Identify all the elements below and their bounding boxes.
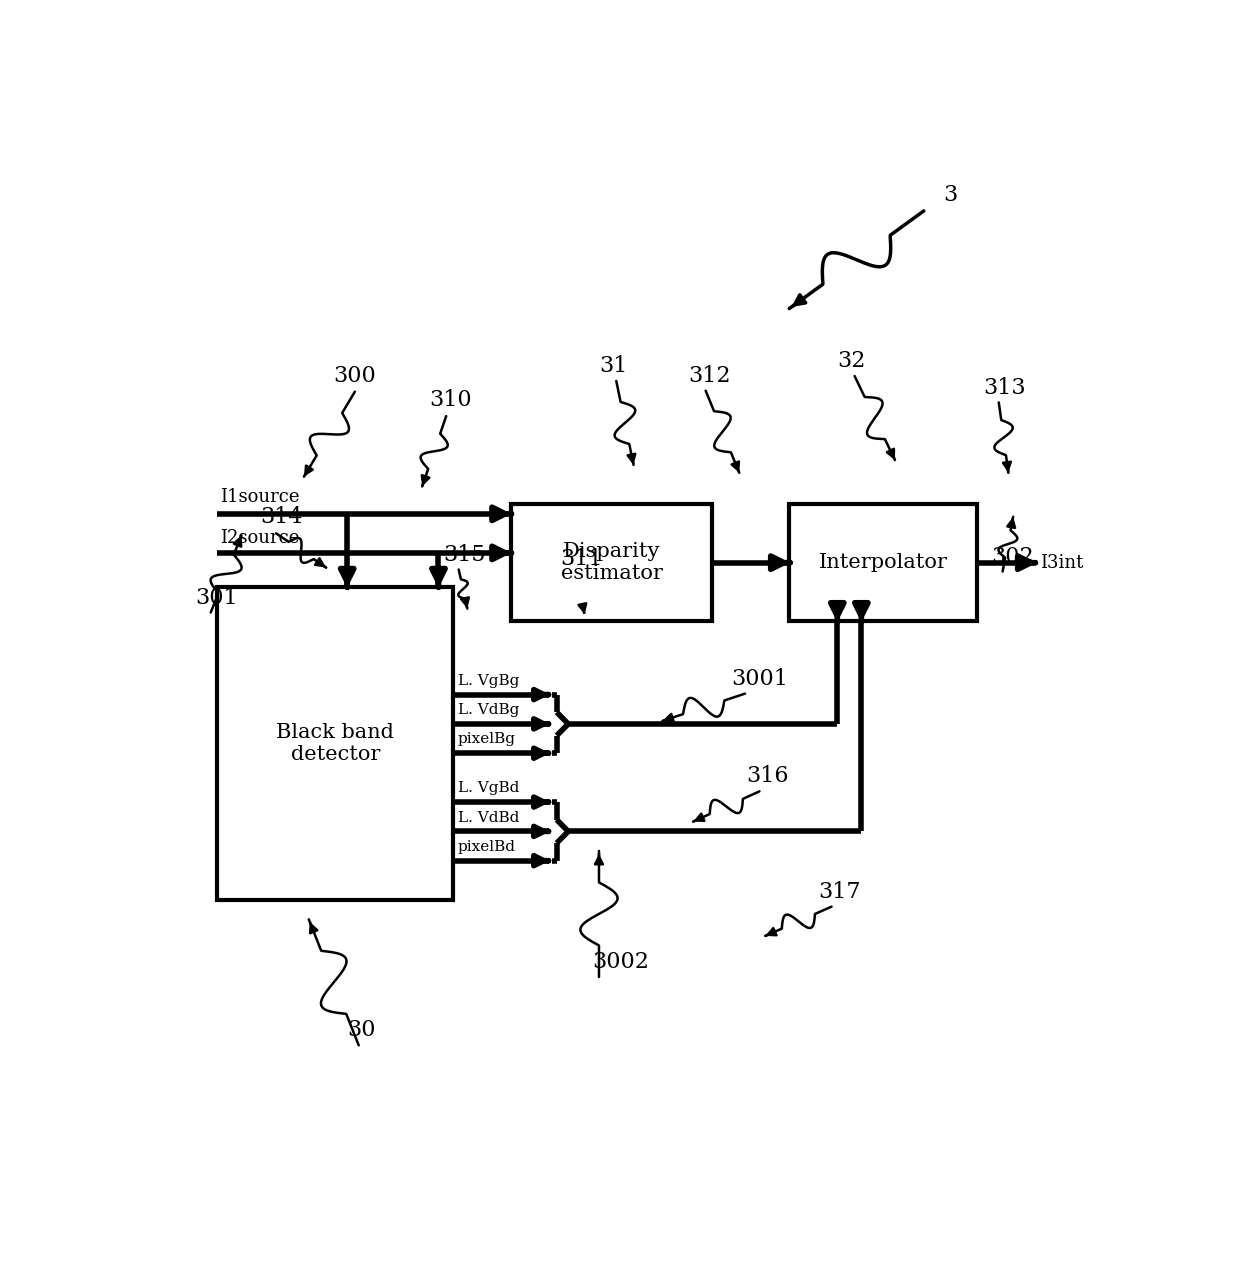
- Text: L. VgBd: L. VgBd: [458, 782, 520, 796]
- Text: I1source: I1source: [221, 489, 300, 506]
- Text: 30: 30: [347, 1019, 376, 1042]
- Text: L. VgBg: L. VgBg: [458, 674, 520, 688]
- Text: 315: 315: [444, 543, 486, 566]
- Text: 313: 313: [983, 377, 1025, 398]
- Text: Black band
detector: Black band detector: [277, 723, 394, 764]
- Text: 314: 314: [260, 506, 304, 528]
- FancyBboxPatch shape: [511, 504, 712, 622]
- Text: L. VdBg: L. VdBg: [458, 703, 520, 717]
- Text: 317: 317: [818, 881, 861, 902]
- Text: I2source: I2source: [221, 529, 300, 547]
- Text: 300: 300: [332, 364, 376, 387]
- Text: 301: 301: [196, 586, 238, 609]
- Text: 3002: 3002: [593, 950, 649, 973]
- FancyBboxPatch shape: [217, 588, 453, 900]
- Text: 316: 316: [746, 765, 789, 787]
- Text: pixelBd: pixelBd: [458, 840, 516, 854]
- Text: 3001: 3001: [732, 667, 789, 689]
- Text: 3: 3: [942, 184, 957, 206]
- Text: 302: 302: [991, 546, 1034, 567]
- Text: 311: 311: [560, 547, 603, 570]
- Text: 310: 310: [429, 390, 471, 411]
- Text: 31: 31: [599, 355, 627, 377]
- FancyBboxPatch shape: [789, 504, 977, 622]
- Text: pixelBg: pixelBg: [458, 732, 516, 746]
- Text: Disparity
estimator: Disparity estimator: [560, 542, 662, 584]
- Text: L. VdBd: L. VdBd: [458, 811, 520, 825]
- Text: 32: 32: [837, 350, 866, 372]
- Text: Interpolator: Interpolator: [818, 553, 947, 572]
- Text: 312: 312: [688, 364, 730, 387]
- Text: I3int: I3int: [1040, 553, 1084, 571]
